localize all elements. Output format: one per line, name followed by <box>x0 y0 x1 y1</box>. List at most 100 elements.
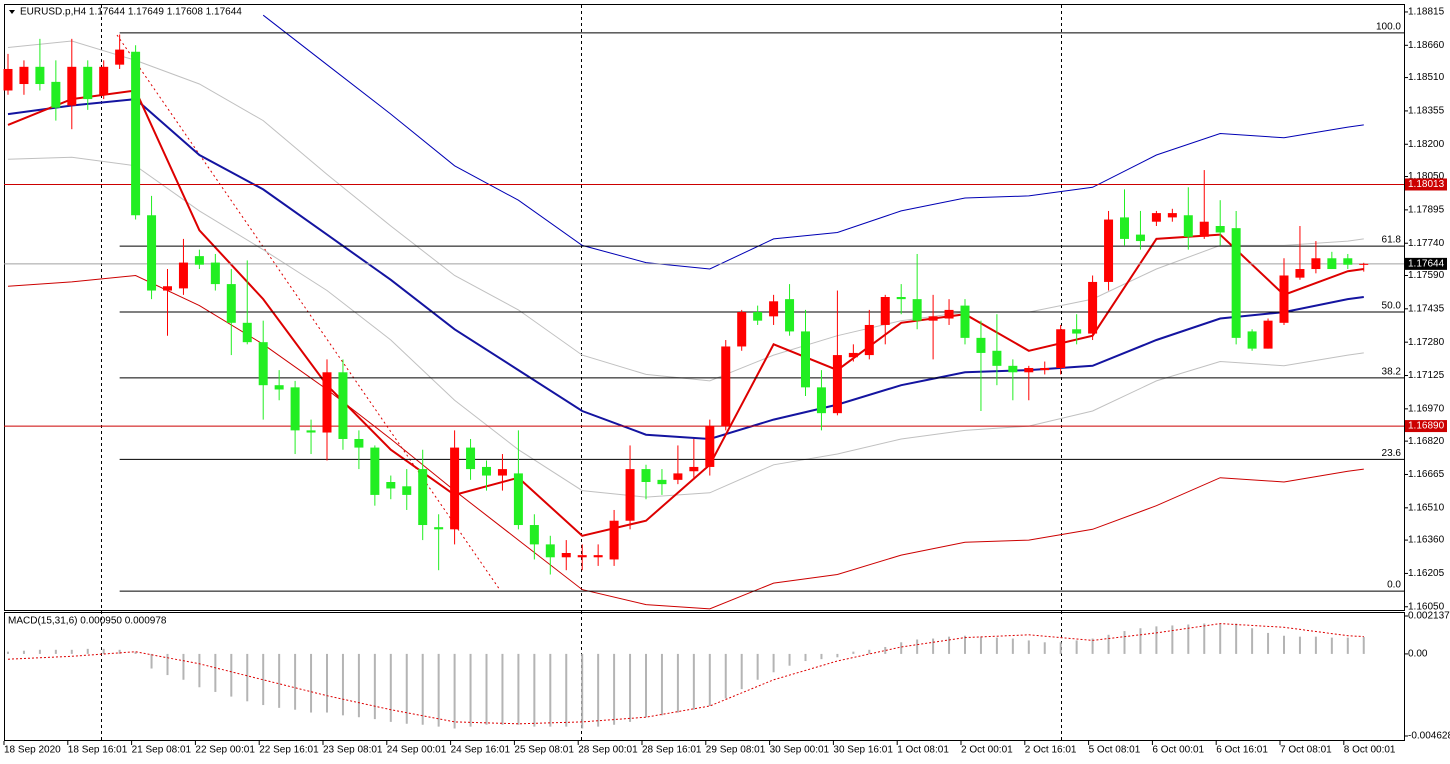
candle-body <box>689 466 699 472</box>
y-tick-label: 1.18660 <box>1408 40 1445 51</box>
candle-body <box>593 555 603 558</box>
x-tick-label: 30 Sep 00:01 <box>770 745 830 756</box>
y-tick-label: 1.17435 <box>1408 303 1445 314</box>
trend-line <box>116 34 501 591</box>
fibo-level-label: 23.6 <box>1382 448 1402 459</box>
y-tick-label: 1.16970 <box>1408 404 1445 415</box>
candle-body <box>1263 320 1273 349</box>
main-panel-frame <box>4 4 1405 611</box>
candle-body <box>1104 219 1114 282</box>
fibo-level-label: 0.0 <box>1387 580 1401 591</box>
candle-body <box>178 262 188 289</box>
candle-body <box>641 469 651 483</box>
y-tick-label: 1.16820 <box>1408 436 1445 447</box>
candle-body <box>386 482 396 489</box>
candle-body <box>753 312 763 321</box>
candle-body <box>673 473 683 480</box>
candle-body <box>561 552 571 558</box>
candle-body <box>721 346 731 427</box>
candle-body <box>322 372 332 433</box>
indicator-line <box>7 156 1364 498</box>
candle-body <box>131 51 141 216</box>
candle-body <box>1327 258 1337 270</box>
macd-panel-frame <box>4 612 1405 741</box>
candle-body <box>1231 228 1241 338</box>
x-tick-label: 6 Oct 16:01 <box>1216 745 1268 756</box>
candle-body <box>896 296 906 300</box>
candle-body <box>1120 217 1129 239</box>
candle-body <box>1072 329 1082 334</box>
candle-body <box>1135 234 1145 242</box>
candle-body <box>928 316 938 321</box>
candle-body <box>609 520 619 560</box>
x-tick-label: 2 Oct 00:01 <box>961 745 1013 756</box>
candle-body <box>1215 226 1225 233</box>
y-tick-label: 1.17125 <box>1408 370 1445 381</box>
y-tick-label: 1.16665 <box>1408 469 1445 480</box>
y-tick-label: -0.004628 <box>1408 731 1450 742</box>
candle-body <box>434 527 444 530</box>
candle-body <box>226 284 236 323</box>
candle-body <box>769 301 779 317</box>
x-tick-label: 29 Sep 08:01 <box>706 745 766 756</box>
x-tick-label: 8 Oct 00:01 <box>1344 745 1396 756</box>
indicator-line <box>7 40 1364 382</box>
fibo-level-label: 100.0 <box>1376 21 1401 32</box>
candle-body <box>1279 275 1289 323</box>
candle-body <box>83 66 93 100</box>
x-tick-label: 23 Sep 08:01 <box>323 745 383 756</box>
candle-body <box>258 342 268 386</box>
y-tick-label: 1.17590 <box>1408 270 1445 281</box>
candle-body <box>944 309 954 319</box>
candle-body <box>163 286 172 291</box>
candle-body <box>1056 329 1066 368</box>
y-tick-label: 0.00 <box>1408 649 1428 660</box>
y-tick-label: 1.17740 <box>1408 238 1445 249</box>
x-tick-label: 18 Sep 2020 <box>4 745 61 756</box>
candle-body <box>370 447 380 495</box>
candle-body <box>625 469 635 521</box>
candle-body <box>705 426 715 467</box>
y-tick-label: 1.18050 <box>1408 171 1445 182</box>
period-separators <box>101 5 1062 740</box>
x-tick-label: 7 Oct 08:01 <box>1280 745 1332 756</box>
candle-body <box>210 262 220 285</box>
x-tick-label: 2 Oct 16:01 <box>1025 745 1077 756</box>
price-badge-label: 1.16890 <box>1408 421 1445 432</box>
candle-body <box>51 81 61 108</box>
candle-body <box>466 447 476 470</box>
candle-body <box>418 469 428 526</box>
candle-body <box>529 525 539 545</box>
candle-body <box>1247 331 1257 349</box>
y-tick-label: 1.18510 <box>1408 72 1445 83</box>
candle-body <box>832 355 842 414</box>
candle-body <box>785 299 795 332</box>
candle-body <box>1040 367 1050 371</box>
candle-body <box>1359 263 1369 265</box>
candle-body <box>35 66 45 85</box>
candle-body <box>816 387 826 414</box>
indicator-line <box>262 14 1364 270</box>
x-tick-label: 5 Oct 08:01 <box>1089 745 1141 756</box>
candle-body <box>194 256 204 265</box>
candle-body <box>67 66 77 106</box>
candle-body <box>147 215 157 291</box>
candle-body <box>354 438 364 448</box>
candle-body <box>402 486 412 495</box>
candle-body <box>992 350 1002 366</box>
candle-body <box>880 296 890 325</box>
candle-body <box>1151 213 1161 222</box>
candle-body <box>482 466 491 476</box>
y-tick-label: 1.18200 <box>1408 139 1445 150</box>
y-tick-label: 0.002137 <box>1408 611 1450 622</box>
candle-body <box>577 555 587 558</box>
x-tick-label: 24 Sep 16:01 <box>451 745 511 756</box>
bid-badge <box>1405 257 1447 270</box>
chart-title: EURUSD.p,H4 1.17644 1.17649 1.17608 1.17… <box>20 7 242 18</box>
candle-body <box>801 331 810 388</box>
candle-body <box>115 49 125 65</box>
x-tick-label: 1 Oct 08:01 <box>897 745 949 756</box>
macd-signal <box>7 623 1364 725</box>
